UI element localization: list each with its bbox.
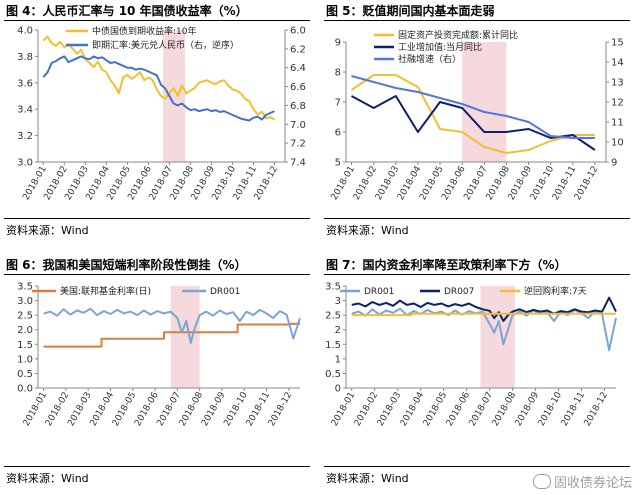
y-tick-label: 3 (335, 296, 341, 307)
y-tick-label: 7 (335, 98, 341, 109)
chart-panel-fig7: 图 7：国内资金利率降至政策利率下方（%） 0 0.5 1 1.5 2 2.5 3 3.5 20… (320, 248, 640, 495)
x-tick-label: 2018-12 (583, 391, 610, 429)
y-tick-label: 5 (335, 158, 341, 169)
y-tick-label: 1.5 (325, 340, 341, 351)
title-divider (4, 20, 310, 21)
y2-tick-label: 13 (611, 78, 624, 89)
chart-panel-fig5: 图 5：贬值期间国内基本面走弱 5 6 7 8 9 9 10 11 12 13 14 15 2018-0… (320, 0, 640, 247)
source-divider (4, 466, 310, 467)
y-tick-label: 3.4 (17, 105, 33, 116)
y2-tick-label: 7.0 (290, 120, 306, 131)
series-line (43, 307, 301, 344)
legend-label: 逆回购利率:7天 (524, 285, 587, 297)
chart-title: 图 7：国内资金利率降至政策利率下方（%） (326, 258, 567, 272)
y2-tick-label: 7.2 (290, 139, 306, 150)
y-tick-label: 0 (335, 384, 341, 395)
y2-tick-label: 6.8 (290, 101, 306, 112)
y-tick-label: 3.5 (17, 282, 33, 293)
highlight-band (462, 42, 507, 162)
source-label: 资料来源：Wind (6, 224, 89, 237)
chart-plot: 5678991011121314152018-012018-022018-032… (330, 29, 624, 202)
legend-label: 固定资产投资完成额:累计同比 (398, 29, 518, 41)
y2-tick-label: 7.4 (290, 158, 306, 169)
y2-tick-label: 12 (611, 98, 624, 109)
series-line (351, 95, 596, 151)
y-tick-label: 2.5 (17, 311, 33, 322)
y-tick-label: 3.8 (17, 52, 33, 63)
y2-tick-label: 6.2 (290, 44, 306, 55)
y2-tick-label: 6.4 (290, 63, 306, 74)
source-divider (4, 218, 310, 219)
title-divider (324, 20, 630, 21)
y-tick-label: 4.0 (17, 26, 33, 37)
y-tick-label: 3.2 (17, 131, 33, 142)
legend-label: 即期汇率:美元兑人民币（右，逆序） (92, 39, 239, 51)
chart-title: 图 4：人民币汇率与 10 年国债收益率（%） (6, 4, 248, 18)
chart-plot: 3.0 3.2 3.4 3.6 3.8 4.0 6.0 6.2 6.4 6.6 6.8 7.0 7.2 7… (17, 25, 306, 202)
y-tick-label: 0.5 (17, 369, 33, 380)
highlight-band (163, 30, 186, 162)
y-tick-label: 1.5 (17, 340, 33, 351)
legend-label: DR007 (444, 287, 474, 297)
chat-bubble-icon (532, 474, 551, 489)
watermark: 固收债券论坛 (532, 472, 632, 491)
y-tick-label: 8 (335, 68, 341, 79)
y-tick-label: 3.0 (17, 296, 33, 307)
series-line (42, 35, 276, 121)
series-line (350, 74, 595, 154)
watermark-text: 固收债券论坛 (553, 476, 632, 491)
chart-title: 图 5：贬值期间国内基本面走弱 (326, 4, 495, 18)
y-tick-label: 3.6 (17, 78, 33, 89)
highlight-band (480, 286, 515, 388)
chart-panel-fig6: 图 6：我国和美国短端利率阶段性倒挂（%） 0.0 0.5 1.0 1.5 2.0 2.5… (0, 248, 320, 495)
y2-tick-label: 9 (611, 158, 617, 169)
title-divider (4, 274, 310, 275)
y-tick-label: 6 (335, 128, 341, 139)
series-line (42, 55, 275, 122)
legend-label: DR001 (210, 287, 240, 297)
y-tick-label: 2.0 (17, 325, 33, 336)
source-divider (324, 218, 630, 219)
y-tick-label: 9 (335, 38, 341, 49)
highlight-band (170, 286, 200, 388)
y2-tick-label: 10 (611, 138, 624, 149)
y2-tick-label: 15 (611, 38, 624, 49)
series-line (351, 296, 617, 322)
title-divider (324, 274, 630, 275)
legend-label: DR001 (364, 287, 394, 297)
y-tick-label: 1.0 (17, 354, 33, 365)
y2-tick-label: 14 (611, 58, 624, 69)
series-line (351, 312, 616, 317)
legend-label: 工业增加值:当月同比 (398, 41, 482, 53)
y-tick-label: 2.5 (325, 311, 341, 322)
legend-label: 社融增速（右） (398, 53, 461, 65)
legend-label: 美国:联邦基金利率(日) (60, 285, 151, 297)
y-tick-label: 1 (335, 354, 341, 365)
source-label: 资料来源：Wind (6, 472, 89, 485)
y-tick-label: 2 (335, 325, 341, 336)
y2-tick-label: 6.6 (290, 82, 306, 93)
chart-title: 图 6：我国和美国短端利率阶段性倒挂（%） (6, 258, 247, 272)
y-tick-label: 0.0 (17, 384, 33, 395)
chart-plot: 0.00.51.01.52.02.53.03.52018-012018-0220… (17, 282, 301, 428)
y2-tick-label: 11 (611, 118, 624, 129)
source-label: 资料来源：Wind (326, 472, 409, 485)
y-tick-label: 3.5 (325, 282, 341, 293)
chart-panel-fig4: 图 4：人民币汇率与 10 年国债收益率（%） 3.0 3.2 3.4 3.6 3.8 4… (0, 0, 320, 247)
legend-label: 中债国债到期收益率:10年 (92, 25, 197, 37)
source-divider (324, 466, 630, 467)
chart-plot: 00.511.522.533.52018-012018-022018-03201… (325, 282, 617, 429)
y2-tick-label: 6.0 (290, 26, 306, 37)
y-tick-label: 0.5 (325, 369, 341, 380)
series-line (351, 75, 595, 139)
y-tick-label: 3.0 (17, 158, 33, 169)
source-label: 资料来源：Wind (326, 224, 409, 237)
